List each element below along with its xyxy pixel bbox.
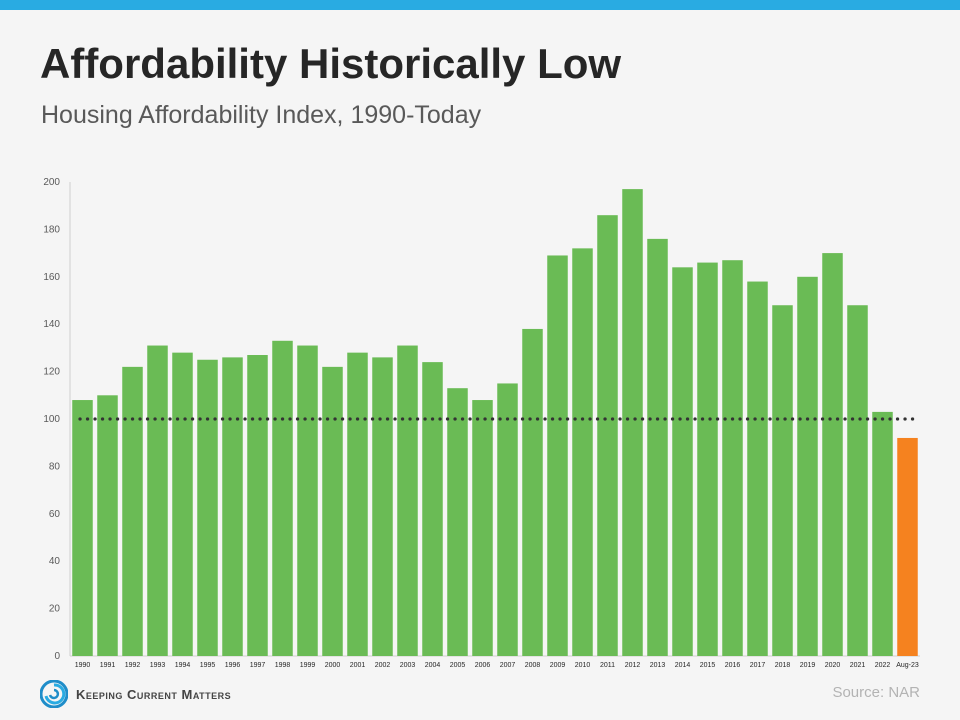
y-tick-label: 0 [54, 651, 60, 662]
bar [772, 305, 793, 656]
x-tick-label: 1995 [200, 662, 216, 669]
bar [797, 276, 818, 656]
bar [347, 352, 368, 656]
bar [572, 248, 593, 657]
kcm-swirl-icon [40, 680, 68, 708]
x-tick-label: 2012 [625, 662, 641, 669]
bar [372, 357, 393, 656]
y-tick-label: 160 [43, 272, 60, 283]
bar [122, 366, 143, 656]
x-tick-label: 2018 [775, 662, 791, 669]
bar [747, 281, 768, 656]
bar [622, 189, 643, 657]
x-tick-label: 2017 [750, 662, 766, 669]
x-tick-label: 2021 [850, 662, 866, 669]
bar [147, 345, 168, 656]
bar [822, 253, 843, 656]
x-tick-label: 2022 [875, 662, 891, 669]
y-tick-label: 100 [43, 414, 60, 425]
x-tick-label: 1997 [250, 662, 266, 669]
bar [222, 357, 243, 656]
x-tick-label: 2019 [800, 662, 816, 669]
bar [447, 388, 468, 656]
x-tick-label: 1990 [75, 662, 91, 669]
x-tick-label: 2015 [700, 662, 716, 669]
y-tick-label: 140 [43, 319, 60, 330]
bar [197, 359, 218, 656]
x-tick-label: 2004 [425, 662, 441, 669]
x-tick-label: 1992 [125, 662, 141, 669]
x-tick-label: 1994 [175, 662, 191, 669]
bar [672, 267, 693, 656]
x-tick-label: 2020 [825, 662, 841, 669]
bar [697, 262, 718, 656]
page-subtitle: Housing Affordability Index, 1990-Today [41, 101, 482, 129]
bar [247, 355, 268, 656]
x-tick-label: 1991 [100, 662, 116, 669]
bar [172, 352, 193, 656]
x-tick-label: 2016 [725, 662, 741, 669]
bar [597, 215, 618, 656]
x-tick-label: 2009 [550, 662, 566, 669]
y-tick-label: 180 [43, 224, 60, 235]
bar [297, 345, 318, 656]
bar [847, 305, 868, 656]
bar [547, 255, 568, 656]
logo-text: Keeping Current Matters [76, 686, 232, 702]
bar [722, 260, 743, 656]
x-tick-label: 1993 [150, 662, 166, 669]
y-tick-label: 20 [49, 604, 61, 615]
bar [647, 238, 668, 656]
bar [422, 362, 443, 656]
y-tick-label: 40 [49, 556, 61, 567]
y-tick-label: 60 [49, 509, 61, 520]
x-tick-label: 2006 [475, 662, 491, 669]
bar [72, 400, 93, 656]
x-tick-label: 2008 [525, 662, 541, 669]
top-accent-bar [0, 0, 960, 10]
bar [97, 395, 118, 656]
source-note: Source: NAR [832, 684, 920, 701]
page-title: Affordability Historically Low [40, 40, 622, 87]
x-tick-label: 2014 [675, 662, 691, 669]
x-tick-label: 1996 [225, 662, 241, 669]
bar [472, 400, 493, 656]
kcm-logo: Keeping Current Matters [40, 678, 231, 710]
y-tick-label: 120 [43, 367, 60, 378]
bar [497, 383, 518, 656]
x-tick-label: 2007 [500, 662, 516, 669]
x-tick-label: 2011 [600, 662, 615, 669]
bar [272, 340, 293, 656]
x-tick-label: 2013 [650, 662, 666, 669]
x-tick-label: 2010 [575, 662, 591, 669]
bar [872, 411, 893, 656]
x-tick-label: 1999 [300, 662, 316, 669]
x-tick-label: 2003 [400, 662, 416, 669]
x-tick-label: Aug-23 [896, 662, 919, 669]
y-tick-label: 200 [43, 177, 60, 188]
x-tick-label: 2000 [325, 662, 341, 669]
x-tick-label: 1998 [275, 662, 291, 669]
bar-highlight [897, 437, 918, 656]
x-tick-label: 2002 [375, 662, 391, 669]
x-tick-label: 2001 [350, 662, 366, 669]
bar [322, 366, 343, 656]
bar [522, 328, 543, 656]
x-tick-label: 2005 [450, 662, 466, 669]
bar [397, 345, 418, 656]
y-tick-label: 80 [49, 461, 61, 472]
